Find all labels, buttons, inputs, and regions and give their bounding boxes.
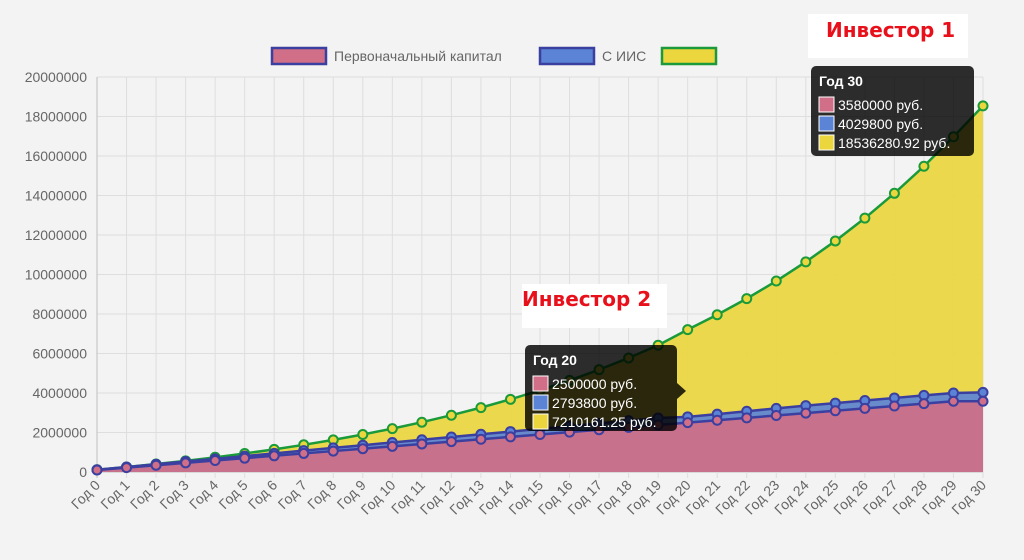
legend-label[interactable]: Первоначальный капитал [334, 48, 502, 64]
x-tick-label: Год 2 [127, 477, 162, 512]
legend-swatch[interactable] [270, 46, 328, 66]
tooltip-year30-title: Год 30 [819, 73, 863, 89]
investor2-label: Инвестор 2 [522, 284, 667, 328]
data-point[interactable] [800, 407, 812, 419]
data-point[interactable] [121, 462, 133, 474]
data-point[interactable] [682, 417, 694, 429]
investor1-label: Инвестор 1 [808, 14, 968, 58]
data-point[interactable] [977, 100, 989, 112]
data-point[interactable] [475, 433, 487, 445]
data-point[interactable] [445, 436, 457, 448]
data-point[interactable] [800, 256, 812, 268]
y-tick-label: 0 [79, 464, 87, 480]
x-tick-label: Год 3 [156, 477, 191, 512]
data-point[interactable] [91, 464, 103, 476]
x-tick-label: Год 0 [68, 477, 103, 512]
legend-swatch[interactable] [538, 46, 596, 66]
x-tick-label: Год 7 [275, 477, 310, 512]
y-tick-label: 14000000 [25, 188, 88, 204]
tooltip-year30-swatch [818, 115, 835, 132]
y-tick-label: 10000000 [25, 267, 88, 283]
y-tick-label: 6000000 [32, 346, 87, 362]
series-area [97, 105, 983, 473]
data-point[interactable] [386, 423, 398, 435]
data-point[interactable] [711, 414, 723, 426]
x-tick-label: Год 1 [97, 477, 132, 512]
x-tick-label: Год 4 [186, 477, 221, 512]
y-tick-label: 8000000 [32, 306, 87, 322]
data-point[interactable] [829, 405, 841, 417]
y-tick-label: 4000000 [32, 385, 87, 401]
data-point[interactable] [416, 438, 428, 450]
investor2-text: Инвестор 2 [522, 287, 652, 311]
tooltip-year20-line: 2500000 руб. [552, 376, 637, 392]
data-point[interactable] [268, 450, 280, 462]
y-tick-label: 20000000 [25, 69, 88, 85]
y-tick-label: 12000000 [25, 227, 88, 243]
data-point[interactable] [770, 410, 782, 422]
tooltip-year20-title: Год 20 [533, 352, 577, 368]
data-point[interactable] [150, 459, 162, 471]
data-point[interactable] [416, 416, 428, 428]
y-tick-label: 2000000 [32, 425, 87, 441]
tooltip-year30-line: 3580000 руб. [838, 97, 923, 113]
data-point[interactable] [947, 395, 959, 407]
investor1-text: Инвестор 1 [826, 18, 956, 42]
tooltip-year30-line: 18536280.92 руб. [838, 135, 950, 151]
x-tick-label: Год 6 [245, 477, 280, 512]
tooltip-year20-swatch [532, 394, 549, 411]
data-point[interactable] [357, 428, 369, 440]
data-point[interactable] [209, 455, 221, 467]
data-point[interactable] [977, 395, 989, 407]
data-point[interactable] [180, 457, 192, 469]
x-tick-label: Год 30 [948, 477, 989, 518]
x-tick-label: Год 8 [304, 477, 339, 512]
data-point[interactable] [711, 309, 723, 321]
tooltip-year30-line: 4029800 руб. [838, 116, 923, 132]
tooltip-year20-swatch [532, 375, 549, 392]
data-point[interactable] [357, 443, 369, 455]
legend-label[interactable]: С ИИС [602, 48, 646, 64]
data-point[interactable] [741, 412, 753, 424]
tooltip-year30-box [811, 66, 974, 156]
data-point[interactable] [888, 400, 900, 412]
data-point[interactable] [327, 445, 339, 457]
data-point[interactable] [888, 187, 900, 199]
tooltip-year30-swatch [818, 134, 835, 151]
tooltip-year20-arrow [677, 383, 686, 399]
data-point[interactable] [298, 447, 310, 459]
data-point[interactable] [770, 275, 782, 287]
data-point[interactable] [504, 431, 516, 443]
x-tick-label: Год 5 [215, 477, 250, 512]
tooltip-year20-line: 7210161.25 руб. [552, 414, 657, 430]
data-point[interactable] [475, 402, 487, 414]
data-point[interactable] [829, 235, 841, 247]
tooltip-year20-swatch [532, 413, 549, 430]
tooltip-year20-line: 2793800 руб. [552, 395, 637, 411]
data-point[interactable] [741, 293, 753, 305]
data-point[interactable] [504, 393, 516, 405]
data-point[interactable] [445, 409, 457, 421]
data-point[interactable] [534, 428, 546, 440]
tooltip-year30-swatch [818, 96, 835, 113]
data-point[interactable] [918, 398, 930, 410]
y-tick-label: 16000000 [25, 148, 88, 164]
data-point[interactable] [682, 324, 694, 336]
data-point[interactable] [859, 402, 871, 414]
data-point[interactable] [859, 212, 871, 224]
tooltip-year20-box [525, 345, 677, 431]
legend-swatch[interactable] [660, 46, 718, 66]
data-point[interactable] [977, 386, 989, 398]
y-tick-label: 18000000 [25, 109, 88, 125]
data-point[interactable] [386, 440, 398, 452]
data-point[interactable] [918, 160, 930, 172]
data-point[interactable] [239, 452, 251, 464]
